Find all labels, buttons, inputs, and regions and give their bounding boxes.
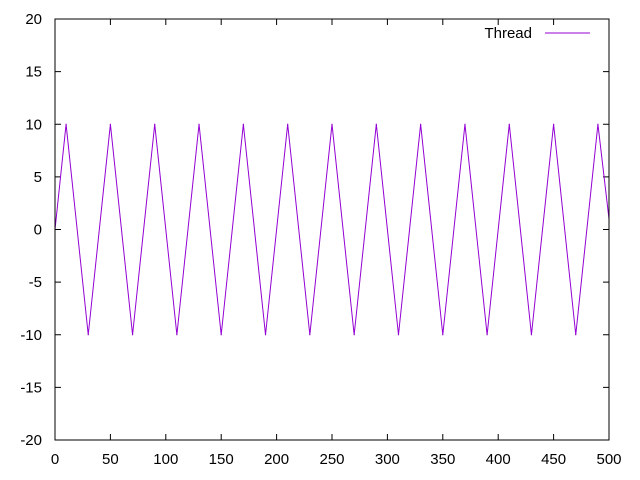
data-point (597, 123, 599, 125)
data-point (154, 123, 156, 125)
x-tick-label: 250 (319, 451, 344, 468)
x-tick-label: 150 (209, 451, 234, 468)
x-tick-label: 400 (486, 451, 511, 468)
data-point (353, 334, 355, 336)
y-tick-label: -10 (20, 327, 42, 344)
data-point (264, 334, 267, 336)
y-tick-label: 10 (25, 116, 42, 133)
tick-marks (54, 18, 610, 441)
data-point (287, 123, 289, 125)
data-point (530, 334, 533, 336)
data-point (442, 334, 444, 336)
data-point (309, 334, 311, 336)
data-point (508, 123, 510, 125)
x-tick-label: 100 (153, 451, 178, 468)
x-tick-label: 0 (51, 451, 59, 468)
y-tick-label: 0 (34, 222, 42, 239)
data-point (464, 123, 466, 125)
series-layer (54, 123, 610, 336)
legend: Thread (484, 25, 590, 42)
y-tick-label: 5 (34, 169, 42, 186)
data-point (420, 123, 422, 125)
x-tick-label: 350 (430, 451, 455, 468)
x-tick-label: 50 (102, 451, 119, 468)
y-tick-label: 20 (25, 11, 42, 28)
data-point (176, 334, 178, 336)
x-tick-label: 300 (375, 451, 400, 468)
data-point (242, 123, 244, 125)
data-point (87, 334, 89, 336)
legend-label: Thread (484, 25, 532, 42)
plot-frame (54, 18, 610, 441)
data-point (220, 334, 222, 336)
data-point (553, 123, 555, 125)
y-tick-label: -20 (20, 432, 42, 449)
data-point (375, 123, 377, 125)
series-line-thread (54, 124, 610, 335)
data-point (575, 334, 577, 336)
y-tick-label: 15 (25, 64, 42, 81)
data-point (198, 123, 200, 125)
tick-labels: 0 50 100 150 200 250 300 350 400 450 500-20-15-10-… (20, 11, 621, 468)
x-tick-label: 450 (541, 451, 566, 468)
data-point (486, 334, 488, 336)
data-point (397, 334, 400, 336)
y-tick-label: -5 (29, 274, 42, 291)
data-point (65, 123, 67, 125)
data-point (109, 123, 111, 125)
data-point (331, 123, 333, 125)
x-tick-label: 200 (264, 451, 289, 468)
data-point (131, 334, 134, 336)
y-tick-label: -15 (20, 379, 42, 396)
x-tick-label: 500 (596, 451, 621, 468)
